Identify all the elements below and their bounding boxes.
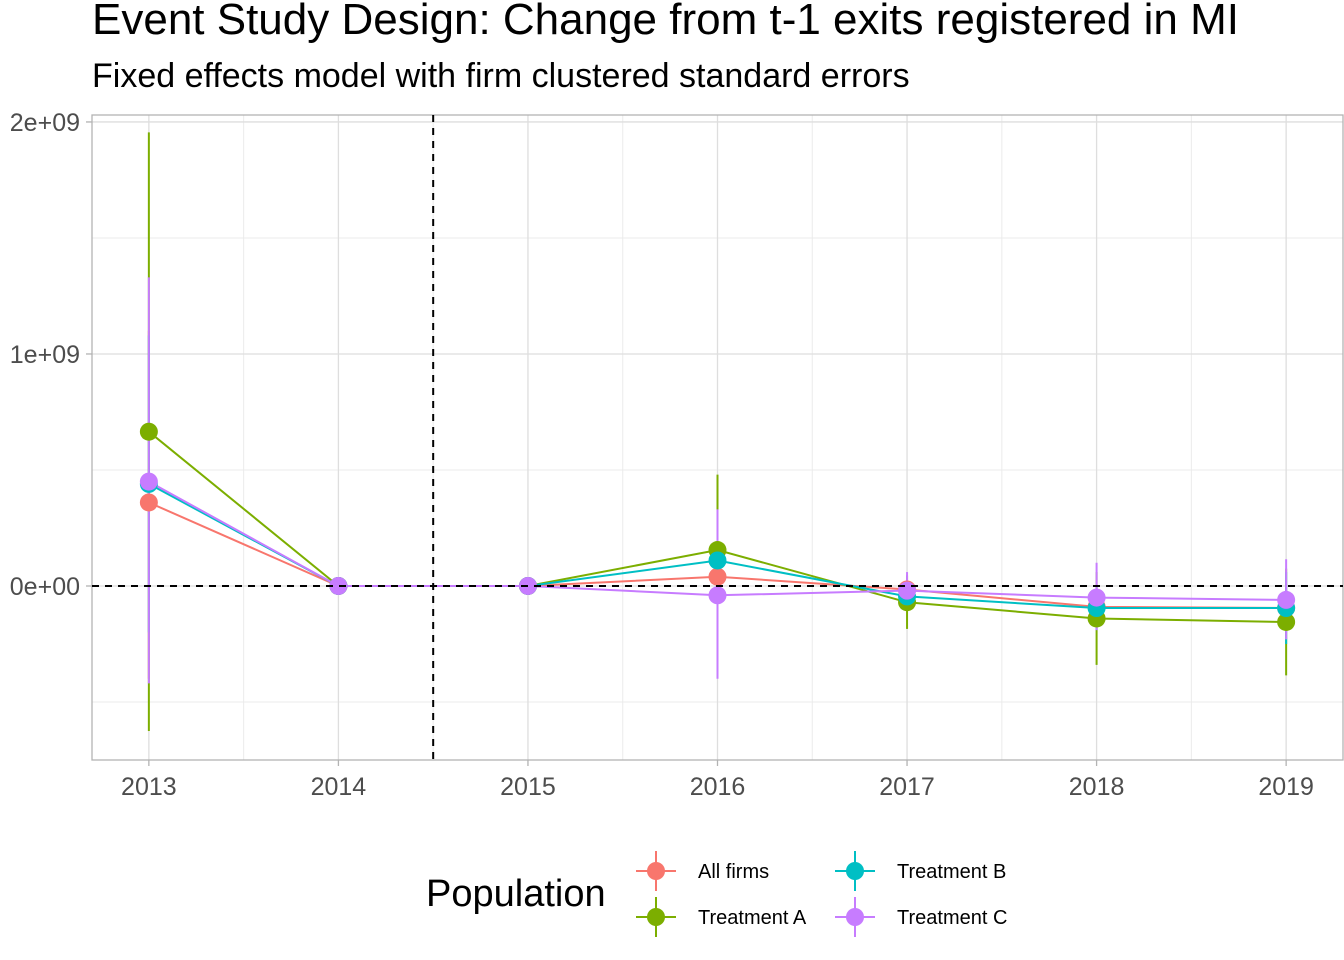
data-point bbox=[329, 576, 348, 595]
chart-subtitle: Fixed effects model with firm clustered … bbox=[92, 57, 910, 95]
data-point bbox=[139, 422, 158, 441]
data-point bbox=[708, 551, 727, 570]
y-tick-label: 2e+09 bbox=[10, 109, 80, 137]
legend-label-all-firms: All firms bbox=[698, 861, 770, 883]
x-tick-label: 2016 bbox=[690, 773, 746, 801]
x-tick-label: 2014 bbox=[311, 773, 367, 801]
data-point bbox=[139, 493, 158, 512]
legend-label-treatment-b: Treatment B bbox=[897, 861, 1007, 883]
x-tick-label: 2018 bbox=[1069, 773, 1125, 801]
legend-key-treatment-c bbox=[835, 897, 875, 937]
legend-key-point bbox=[647, 908, 665, 926]
data-point bbox=[1277, 612, 1296, 631]
legend-key-point bbox=[846, 862, 864, 880]
data-point bbox=[708, 567, 727, 586]
legend-key-point bbox=[647, 862, 665, 880]
x-tick-label: 2017 bbox=[879, 773, 935, 801]
x-tick-label: 2013 bbox=[121, 773, 177, 801]
data-point bbox=[1087, 588, 1106, 607]
x-tick-label: 2015 bbox=[500, 773, 556, 801]
legend-key-treatment-b bbox=[835, 851, 875, 891]
y-tick-label: 1e+09 bbox=[10, 341, 80, 369]
data-point bbox=[139, 472, 158, 491]
chart-title: Event Study Design: Change from t-1 exit… bbox=[92, 0, 1239, 44]
legend-title: Population bbox=[426, 873, 606, 915]
data-point bbox=[1277, 590, 1296, 609]
legend-key-all-firms bbox=[636, 851, 676, 891]
legend-key-treatment-a bbox=[636, 897, 676, 937]
legend-label-treatment-c: Treatment C bbox=[897, 907, 1008, 929]
legend-key-point bbox=[846, 908, 864, 926]
data-point bbox=[708, 586, 727, 605]
x-tick-label: 2019 bbox=[1258, 773, 1314, 801]
data-point bbox=[898, 581, 917, 600]
y-tick-label: 0e+00 bbox=[10, 573, 80, 601]
legend-label-treatment-a: Treatment A bbox=[698, 907, 807, 929]
legend: Population All firms Treatment A Treatme… bbox=[426, 845, 1046, 945]
